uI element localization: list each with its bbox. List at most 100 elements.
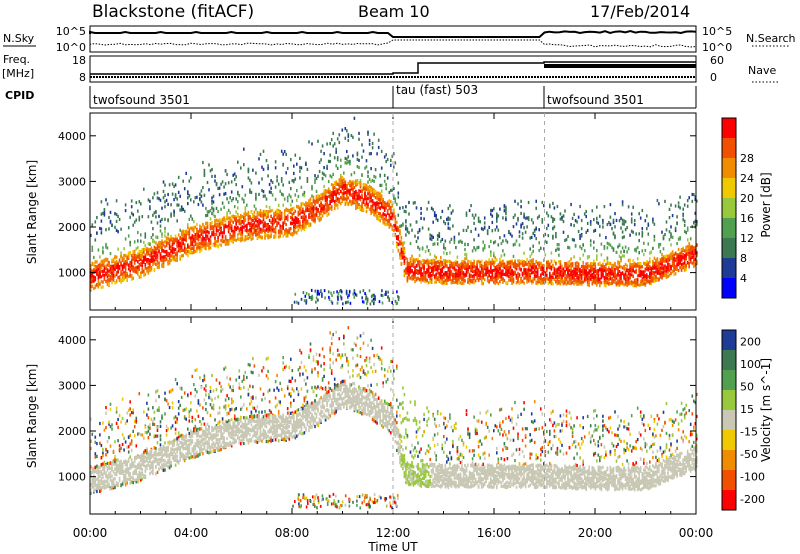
scatter-cell <box>187 191 189 196</box>
scatter-cell <box>159 258 162 262</box>
scatter-cell <box>367 196 369 201</box>
scatter-cell <box>596 276 598 280</box>
scatter-cell <box>394 225 397 230</box>
scatter-cell <box>303 203 306 207</box>
scatter-cell <box>417 269 419 273</box>
scatter-cell <box>352 180 354 184</box>
scatter-cell <box>188 217 191 221</box>
scatter-cell <box>409 257 412 261</box>
station-title: Blackstone (fitACF) <box>92 2 254 22</box>
scatter-cell <box>218 232 221 236</box>
scatter-cell <box>467 280 469 284</box>
scatter-cell <box>526 276 528 281</box>
scatter-cell <box>477 219 480 223</box>
scatter-cell <box>465 264 468 268</box>
scatter-cell <box>402 206 404 210</box>
scatter-cell <box>573 223 575 228</box>
scatter-cell <box>294 225 297 229</box>
scatter-cell <box>130 199 133 203</box>
scatter-cell <box>527 216 530 220</box>
scatter-cell <box>602 221 604 225</box>
scatter-cell <box>93 263 95 267</box>
scatter-cell <box>332 172 334 176</box>
scatter-cell <box>202 160 204 165</box>
scatter-cell <box>577 274 580 278</box>
scatter-cell <box>377 202 380 206</box>
scatter-cell <box>429 276 431 281</box>
scatter-cell <box>340 158 342 162</box>
scatter-cell <box>129 265 131 269</box>
scatter-cell <box>194 249 197 254</box>
scatter-cell <box>376 193 378 197</box>
scatter-cell <box>346 157 348 161</box>
scatter-cell <box>199 234 201 239</box>
scatter-cell <box>618 219 621 223</box>
scatter-cell <box>567 272 569 276</box>
scatter-cell <box>353 171 356 175</box>
scatter-cell <box>621 271 624 276</box>
scatter-cell <box>230 190 233 194</box>
scatter-cell <box>291 214 294 218</box>
scatter-cell <box>609 275 612 279</box>
scatter-cell <box>246 223 248 227</box>
scatter-cell <box>338 192 341 196</box>
scatter-cell <box>497 271 500 275</box>
scatter-cell <box>583 279 586 283</box>
scatter-cell <box>290 210 292 215</box>
scatter-cell <box>180 205 183 209</box>
scatter-cell <box>391 215 394 219</box>
scatter-cell <box>191 246 194 251</box>
scatter-cell <box>121 275 124 279</box>
scatter-cell <box>133 269 136 273</box>
scatter-cell <box>271 193 274 197</box>
scatter-cell <box>488 274 490 278</box>
scatter-cell <box>355 179 357 183</box>
scatter-cell <box>111 277 113 281</box>
scatter-cell <box>526 262 528 266</box>
scatter-cell <box>514 264 516 268</box>
scatter-cell <box>308 203 310 207</box>
scatter-cell <box>429 233 431 237</box>
scatter-cell <box>333 142 336 146</box>
scatter-cell <box>159 242 162 246</box>
scatter-cell <box>547 223 550 227</box>
scatter-cell <box>267 210 269 214</box>
scatter-cell <box>344 197 347 201</box>
scatter-cell <box>394 218 397 222</box>
scatter-cell <box>291 232 294 236</box>
scatter-cell <box>170 235 172 239</box>
scatter-cell <box>558 275 560 279</box>
scatter-cell <box>538 278 540 282</box>
scatter-cell <box>293 171 295 175</box>
scatter-cell <box>461 268 463 272</box>
scatter-cell <box>605 266 607 271</box>
scatter-cell <box>215 206 218 210</box>
scatter-cell <box>370 189 372 193</box>
scatter-cell <box>488 258 490 262</box>
scatter-cell <box>182 241 184 246</box>
scatter-cell <box>449 259 451 263</box>
scatter-cell <box>430 277 433 281</box>
scatter-cell <box>409 241 412 246</box>
scatter-cell <box>409 261 412 266</box>
scatter-cell <box>211 174 213 178</box>
scatter-cell <box>232 231 234 235</box>
scatter-cell <box>279 227 281 231</box>
scatter-cell <box>158 245 160 249</box>
scatter-cell <box>386 200 389 204</box>
scatter-cell <box>330 205 333 209</box>
scatter-cell <box>297 206 300 210</box>
scatter-cell <box>162 180 165 184</box>
scatter-cell <box>335 199 337 203</box>
scatter-cell <box>112 278 115 282</box>
scatter-cell <box>470 229 472 234</box>
scatter-cell <box>347 181 350 185</box>
scatter-cell <box>177 247 180 251</box>
scatter-cell <box>362 186 365 190</box>
scatter-cell <box>109 267 112 271</box>
scatter-cell <box>188 179 191 183</box>
scatter-cell <box>591 275 594 279</box>
scatter-cell <box>350 182 353 186</box>
cpid-segment-1: twofsound 3501 <box>93 93 190 107</box>
scatter-cell <box>468 278 471 282</box>
